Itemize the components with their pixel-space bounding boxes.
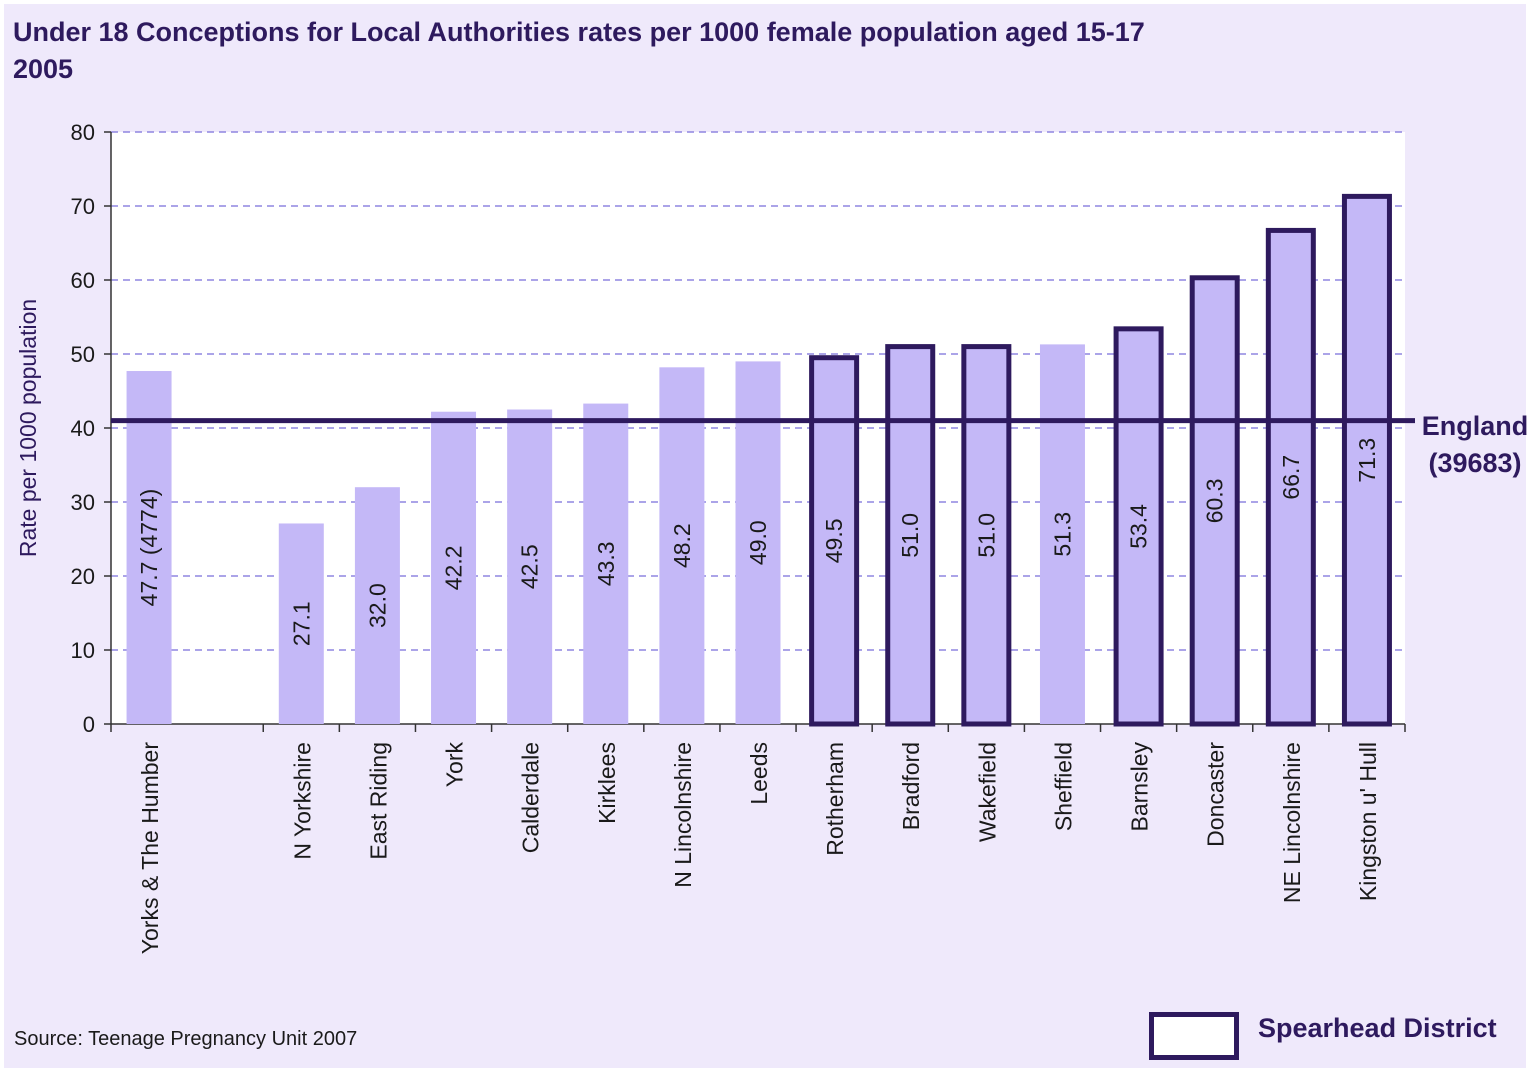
category-label: NE Lincolnshire <box>1279 742 1305 903</box>
bar <box>507 409 553 724</box>
category-label: Sheffield <box>1050 742 1076 831</box>
bar-spearhead <box>1189 275 1240 727</box>
bar-spearhead <box>1113 326 1164 727</box>
data-label: 32.0 <box>364 583 390 628</box>
data-label: 51.3 <box>1049 512 1075 557</box>
data-label: 43.3 <box>593 541 619 586</box>
data-label: 60.3 <box>1202 479 1228 524</box>
y-tick-label: 10 <box>71 638 95 663</box>
y-tick-label: 50 <box>71 342 95 367</box>
category-label: York <box>442 742 468 788</box>
bar <box>1039 344 1085 724</box>
bar <box>659 367 705 724</box>
bar <box>431 411 477 724</box>
source-note: Source: Teenage Pregnancy Unit 2007 <box>14 1028 358 1050</box>
bar <box>583 403 629 724</box>
england-label: England <box>1421 411 1529 441</box>
data-label: 71.3 <box>1354 438 1380 483</box>
bar <box>126 371 172 724</box>
data-label: 51.0 <box>973 513 999 558</box>
bar <box>354 487 400 724</box>
england-sublabel: (39683) <box>1428 448 1522 478</box>
data-label: 49.5 <box>821 518 847 563</box>
england-reference-label: England (39683) <box>1420 408 1530 482</box>
data-label: 47.7 (4774) <box>136 489 162 607</box>
category-label: N Yorkshire <box>289 742 315 860</box>
data-label: 51.0 <box>897 513 923 558</box>
spearhead-legend-label: Spearhead District <box>1258 1013 1497 1043</box>
category-label: Rotherham <box>822 742 848 856</box>
category-label: Barnsley <box>1127 742 1153 832</box>
y-tick-label: 0 <box>83 712 95 737</box>
category-label: N Lincolnshire <box>670 742 696 888</box>
category-label: Kingston u' Hull <box>1355 742 1381 901</box>
category-label: Calderdale <box>518 742 544 853</box>
y-tick-label: 30 <box>71 490 95 515</box>
category-label: Bradford <box>898 742 924 830</box>
bar <box>278 523 324 724</box>
bar-spearhead <box>961 344 1012 727</box>
category-label: Doncaster <box>1203 742 1229 847</box>
category-label: East Riding <box>365 742 391 860</box>
spearhead-legend-swatch <box>1149 1012 1239 1060</box>
chart-title-line2: 2005 <box>13 54 74 84</box>
data-label: 66.7 <box>1278 455 1304 500</box>
category-label: Yorks & The Humber <box>137 742 163 955</box>
category-label: Kirklees <box>594 742 620 824</box>
data-label: 42.5 <box>517 544 543 589</box>
chart-title-line1: Under 18 Conceptions for Local Authoriti… <box>13 17 1145 47</box>
y-tick-label: 20 <box>71 564 95 589</box>
data-label: 53.4 <box>1126 504 1152 549</box>
data-label: 48.2 <box>669 523 695 568</box>
data-label: 42.2 <box>441 545 467 590</box>
bar-spearhead <box>885 344 936 727</box>
data-label: 49.0 <box>745 520 771 565</box>
y-tick-label: 40 <box>71 416 95 441</box>
y-tick-label: 70 <box>71 194 95 219</box>
y-tick-label: 60 <box>71 268 95 293</box>
data-label: 27.1 <box>288 601 314 646</box>
category-label: Leeds <box>746 742 772 805</box>
category-label: Wakefield <box>974 742 1000 842</box>
y-tick-label: 80 <box>71 120 95 145</box>
bar-spearhead <box>1265 227 1316 727</box>
bar-spearhead <box>1341 193 1392 727</box>
chart-title: Under 18 Conceptions for Local Authoriti… <box>13 14 1145 88</box>
y-axis-title: Rate per 1000 population <box>15 299 41 557</box>
